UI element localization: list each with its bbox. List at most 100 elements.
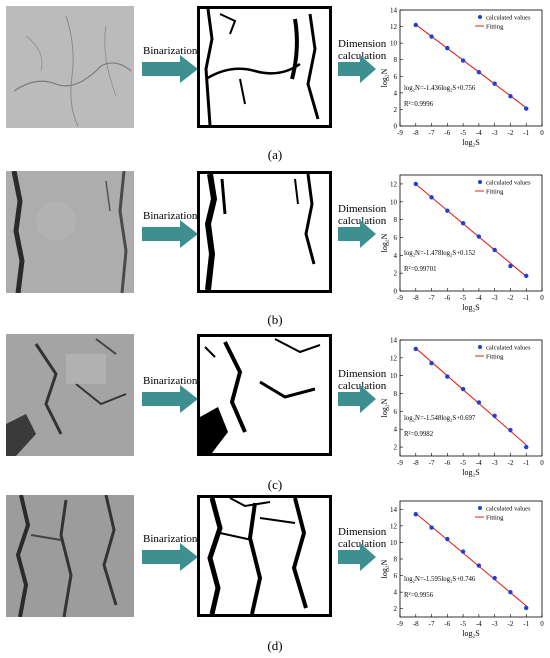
data-point [524, 106, 529, 111]
legend-label: calculated values [486, 15, 531, 22]
panel-caption: (d) [267, 638, 283, 653]
binarized-image [197, 171, 332, 293]
y-tick-label: 8 [394, 56, 398, 64]
dimension-label-line1: Dimension [338, 526, 387, 538]
y-tick-label: 2 [394, 444, 398, 452]
r-squared: R²=0.9996 [404, 101, 434, 108]
x-tick-label: -8 [413, 620, 419, 628]
dimension-calculation-label: Dimension calculation [338, 203, 386, 227]
arrow-icon [142, 385, 198, 413]
legend-label: Fitting [486, 515, 504, 522]
arrow-icon [142, 543, 198, 571]
y-tick-label: 2 [394, 270, 398, 278]
dimension-label-line2: calculation [338, 215, 387, 227]
x-tick-label: -4 [476, 294, 482, 302]
fractal-plot: -9 -8 -7 -6 -5 -4 -3 -2 -1 0 0 2 4 6 8 10 12 log₂S log₂N ca… [380, 174, 544, 312]
dimension-label-line1: Dimension [338, 203, 387, 215]
figure-panel-d: Binarization Dimension calculation -9 -8-… [0, 495, 550, 658]
x-tick-label: -9 [397, 459, 403, 467]
x-tick-label: -7 [429, 620, 435, 628]
figure-panel-c: Binarization Dimension calculation -9 -8-… [0, 330, 550, 495]
arrow-icon [338, 543, 376, 571]
x-axis-label: log₂S [462, 468, 479, 477]
dimension-label-line1: Dimension [338, 38, 387, 50]
x-tick-label: -9 [397, 294, 403, 302]
figure-panel-b: Binarization Dimension calculation -9 -8-… [0, 165, 550, 330]
data-point [445, 536, 450, 542]
data-point [460, 58, 466, 63]
y-tick-label: 10 [390, 372, 398, 380]
dimension-label-line2: calculation [338, 380, 387, 392]
data-point [445, 45, 450, 51]
crack-photo [6, 171, 134, 293]
x-tick-label: -8 [413, 459, 419, 467]
legend-label: Fitting [486, 354, 504, 361]
arrow-icon [338, 385, 376, 413]
panel-caption: (a) [267, 147, 283, 162]
panel-caption: (b) [267, 312, 283, 327]
data-point [508, 93, 513, 99]
x-tick-label: -2 [508, 459, 514, 467]
arrow-icon [142, 55, 198, 83]
fit-equation: log₂N=-1.548log₂S+0.697 [404, 415, 476, 422]
data-point [492, 413, 497, 419]
y-tick-label: 8 [394, 556, 398, 564]
x-tick-label: -7 [429, 459, 435, 467]
data-point [413, 181, 418, 187]
y-tick-label: 4 [394, 589, 398, 597]
legend-marker [478, 15, 482, 19]
x-tick-label: -2 [508, 294, 514, 302]
x-tick-label: -7 [429, 294, 435, 302]
data-point [492, 81, 497, 86]
data-point [492, 247, 497, 253]
x-tick-label: -9 [397, 620, 403, 628]
y-tick-label: 12 [390, 180, 398, 188]
data-point [476, 69, 482, 75]
x-tick-label: -4 [476, 459, 482, 467]
dimension-calculation-label: Dimension calculation [338, 368, 386, 392]
data-point [460, 386, 466, 392]
y-tick-label: 12 [390, 522, 398, 530]
arrow-icon [142, 220, 198, 248]
figure-panel-a: Binarization Dimension calculation -9 -8-… [0, 0, 550, 165]
x-tick-label: -7 [429, 129, 435, 137]
fitting-line [415, 183, 527, 277]
binarization-label: Binarization [143, 210, 198, 222]
data-point [476, 234, 482, 239]
fitting-line [415, 24, 527, 109]
x-tick-label: -5 [460, 129, 466, 137]
binarized-image [197, 6, 332, 128]
data-point [524, 444, 529, 450]
data-point [476, 563, 482, 568]
y-tick-label: 12 [390, 354, 398, 362]
legend-label: calculated values [486, 345, 531, 352]
data-point [429, 34, 434, 39]
x-tick-label: -1 [523, 294, 529, 302]
y-tick-label: 4 [394, 252, 398, 260]
y-tick-label: 2 [394, 605, 398, 613]
y-tick-label: 10 [390, 539, 398, 547]
fractal-plot: -9 -8 -7 -6 -5 -4 -3 -2 -1 0 2 4 6 8 10 12 14 log₂S log₂N c… [380, 337, 544, 478]
data-point [476, 400, 482, 405]
dimension-calculation-label: Dimension calculation [338, 526, 386, 550]
x-tick-label: -5 [460, 459, 466, 467]
x-tick-label: 0 [540, 459, 544, 467]
x-tick-label: 0 [540, 294, 544, 302]
x-tick-label: -8 [413, 129, 419, 137]
fractal-plot: -9 -8 -7 -6 -5 -4 -3 -2 -1 0 2 4 6 8 10 12 14 log₂S log₂N c… [380, 500, 544, 638]
x-tick-label: -6 [444, 294, 450, 302]
x-tick-label: -1 [523, 459, 529, 467]
x-axis-label: log₂S [462, 629, 479, 638]
data-point [460, 549, 466, 554]
data-point [492, 575, 497, 581]
y-tick-label: 6 [394, 234, 398, 242]
y-axis-label: log₂N [380, 398, 389, 417]
x-tick-label: -4 [476, 129, 482, 137]
fitting-line [415, 347, 527, 446]
binarization-label: Binarization [143, 45, 198, 57]
y-tick-label: 4 [394, 89, 398, 97]
arrow-icon [338, 55, 376, 83]
data-point [508, 427, 513, 433]
legend-label: calculated values [486, 180, 531, 187]
legend-label: Fitting [486, 24, 504, 31]
